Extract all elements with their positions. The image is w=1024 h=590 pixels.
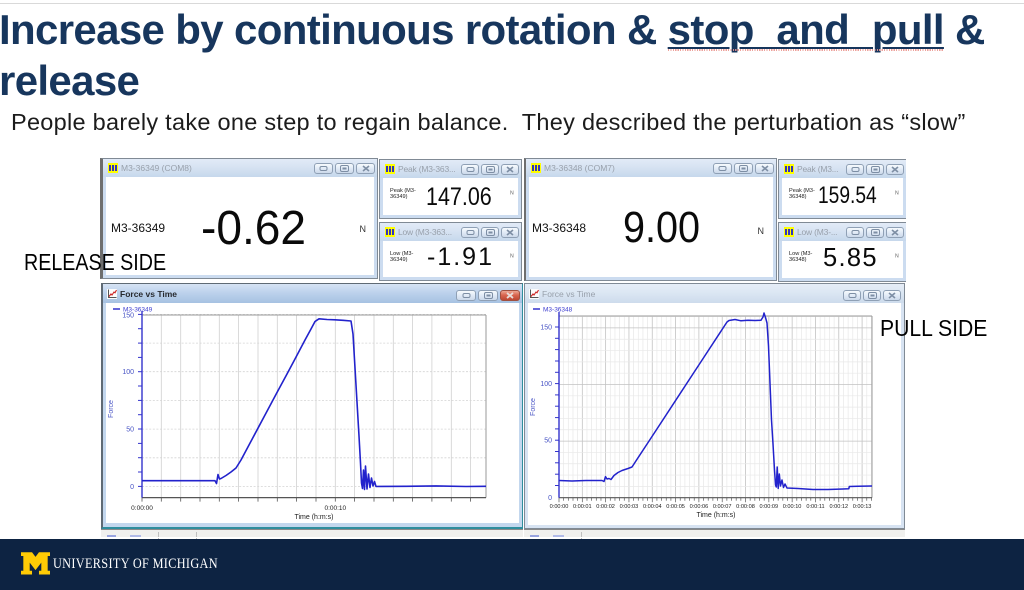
- svg-text:0:00:10: 0:00:10: [783, 504, 802, 510]
- svg-text:0:00:13: 0:00:13: [853, 504, 872, 510]
- svg-text:100: 100: [540, 381, 552, 388]
- svg-text:0:00:04: 0:00:04: [643, 504, 662, 510]
- svg-text:0:00:00: 0:00:00: [131, 505, 153, 512]
- svg-text:M3-36349: M3-36349: [123, 307, 153, 314]
- svg-text:0:00:02: 0:00:02: [596, 504, 615, 510]
- svg-text:0:00:10: 0:00:10: [324, 505, 346, 512]
- svg-text:0:00:12: 0:00:12: [829, 504, 848, 510]
- svg-text:100: 100: [122, 369, 134, 376]
- svg-text:0:00:06: 0:00:06: [690, 504, 709, 510]
- svg-text:0: 0: [130, 484, 134, 491]
- svg-text:0:00:05: 0:00:05: [666, 504, 685, 510]
- svg-text:Time (h:m:s): Time (h:m:s): [696, 512, 735, 519]
- svg-text:0:00:11: 0:00:11: [806, 504, 824, 510]
- svg-text:Force: Force: [108, 400, 115, 418]
- svg-text:0:00:09: 0:00:09: [759, 504, 778, 510]
- svg-text:0:00:08: 0:00:08: [736, 504, 755, 510]
- svg-text:Time (h:m:s): Time (h:m:s): [294, 514, 333, 521]
- svg-text:0:00:03: 0:00:03: [620, 504, 639, 510]
- svg-text:150: 150: [122, 313, 134, 320]
- svg-text:0:00:01: 0:00:01: [573, 504, 592, 510]
- svg-text:0: 0: [548, 495, 552, 502]
- svg-text:M3-36348: M3-36348: [543, 307, 573, 314]
- svg-text:0:00:07: 0:00:07: [713, 504, 732, 510]
- svg-text:50: 50: [126, 427, 134, 434]
- svg-text:0:00:00: 0:00:00: [550, 504, 569, 510]
- svg-text:Force: Force: [530, 398, 537, 416]
- svg-text:150: 150: [540, 325, 552, 332]
- svg-text:50: 50: [544, 438, 552, 445]
